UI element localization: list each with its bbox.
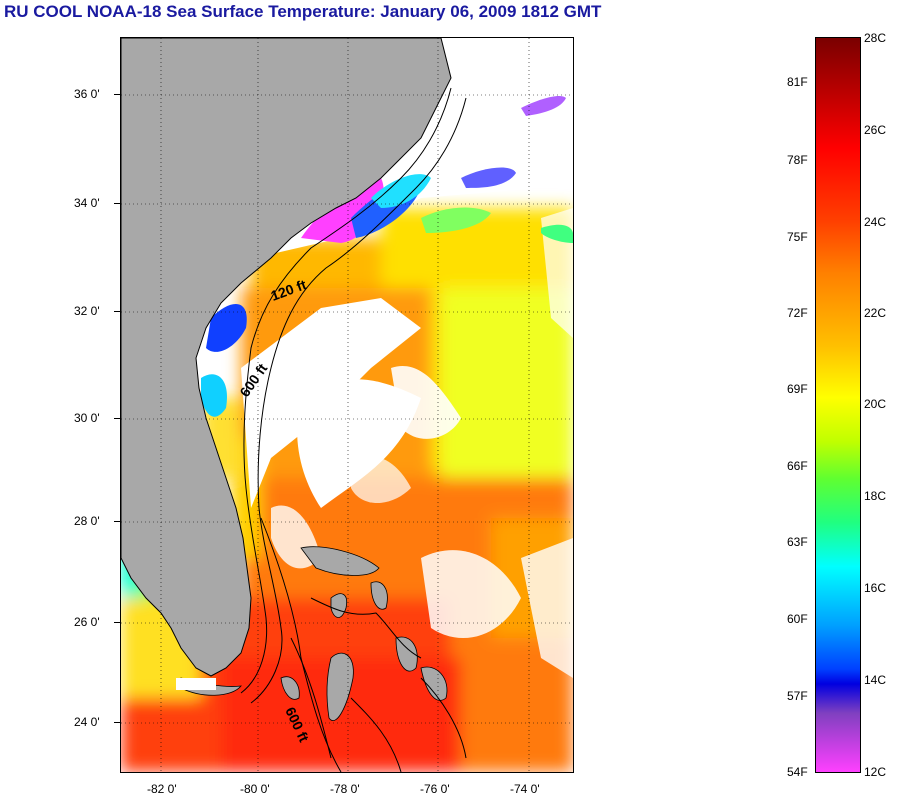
land-mass xyxy=(121,38,452,677)
map-title: RU COOL NOAA-18 Sea Surface Temperature:… xyxy=(4,2,602,21)
cbar-c-14: 14C xyxy=(864,673,887,687)
cbar-f-57: 57F xyxy=(787,689,808,703)
lat-label-28: 28 0' xyxy=(74,514,100,528)
cbar-f-81: 81F xyxy=(787,75,808,89)
cbar-c-28: 28C xyxy=(864,31,887,45)
map-canvas: 120 ft 600 ft 600 ft xyxy=(121,38,573,772)
cbar-f-78: 78F xyxy=(787,153,808,167)
lon-label-82: -82 0' xyxy=(147,782,177,796)
cbar-c-16: 16C xyxy=(864,581,887,595)
lat-label-30: 30 0' xyxy=(74,411,100,425)
sst-map: 120 ft 600 ft 600 ft xyxy=(120,37,574,773)
lat-label-36: 36 0' xyxy=(74,87,100,101)
cbar-c-18: 18C xyxy=(864,489,887,503)
cbar-c-24: 24C xyxy=(864,215,887,229)
temperature-colorbar xyxy=(815,37,861,773)
cbar-f-63: 63F xyxy=(787,535,808,549)
cbar-f-54: 54F xyxy=(787,765,808,779)
depth-contours xyxy=(240,87,467,772)
cbar-f-72: 72F xyxy=(787,306,808,320)
lat-label-24: 24 0' xyxy=(74,715,100,729)
cbar-f-60: 60F xyxy=(787,612,808,626)
cbar-c-26: 26C xyxy=(864,123,887,137)
lon-label-80: -80 0' xyxy=(240,782,270,796)
cbar-f-66: 66F xyxy=(787,459,808,473)
lat-label-32: 32 0' xyxy=(74,304,100,318)
cbar-f-69: 69F xyxy=(787,382,808,396)
lat-lon-grid xyxy=(121,38,573,772)
cbar-c-20: 20C xyxy=(864,397,887,411)
lon-label-74: -74 0' xyxy=(510,782,540,796)
cbar-c-22: 22C xyxy=(864,306,887,320)
cold-patches xyxy=(201,96,573,417)
lon-label-78: -78 0' xyxy=(330,782,360,796)
lat-label-34: 34 0' xyxy=(74,196,100,210)
cbar-c-12: 12C xyxy=(864,765,887,779)
lon-label-76: -76 0' xyxy=(420,782,450,796)
cloud-patch xyxy=(176,678,216,690)
cbar-f-75: 75F xyxy=(787,230,808,244)
lat-label-26: 26 0' xyxy=(74,615,100,629)
